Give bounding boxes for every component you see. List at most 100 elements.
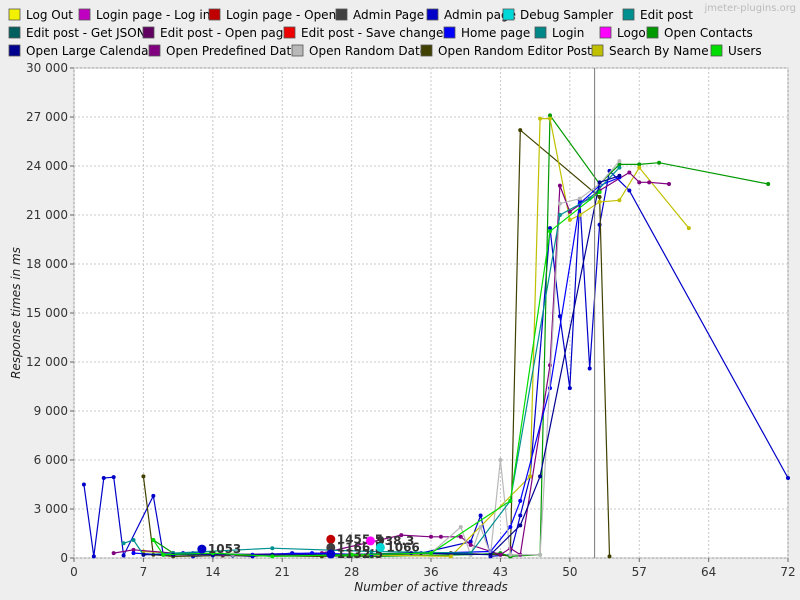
data-label-dot	[197, 544, 207, 554]
data-label-dot	[326, 534, 336, 544]
data-point	[151, 493, 156, 498]
data-point	[121, 553, 126, 558]
data-point	[597, 190, 602, 195]
data-point	[637, 180, 642, 185]
data-point	[518, 128, 523, 133]
data-point	[617, 165, 622, 170]
legend-item: Open Random Date	[291, 44, 427, 58]
data-point	[597, 195, 602, 200]
data-point	[528, 474, 533, 479]
legend-label: Open Predefined Date	[166, 44, 299, 58]
y-tick-label: 30 000	[26, 61, 68, 75]
legend-swatch	[599, 26, 612, 39]
data-point	[617, 173, 622, 178]
x-tick-label: 43	[493, 565, 508, 579]
legend-swatch	[420, 44, 433, 57]
data-point	[686, 226, 691, 231]
data-point	[438, 534, 443, 539]
data-point	[627, 188, 632, 193]
x-tick-label: 72	[780, 565, 795, 579]
x-tick-label: 36	[423, 565, 438, 579]
legend-swatch	[8, 44, 21, 57]
data-point	[557, 183, 562, 188]
x-tick-label: 64	[701, 565, 716, 579]
data-point	[310, 551, 314, 556]
y-tick-label: 3 000	[34, 502, 68, 516]
legend-item: Login page - Log in	[78, 8, 210, 22]
data-point	[548, 113, 552, 118]
legend-item: Edit post - Get JSON	[8, 26, 146, 40]
data-point	[478, 513, 483, 518]
data-point	[429, 534, 433, 539]
legend-label: Admin page	[444, 8, 516, 22]
data-label-dot	[365, 536, 375, 546]
data-point	[647, 180, 652, 185]
y-tick-label: 9 000	[34, 404, 68, 418]
data-point	[627, 170, 632, 175]
legend-item: Open Random Editor Post	[420, 44, 592, 58]
legend-label: Open Random Editor Post	[438, 44, 592, 58]
legend-item: Login page - Open	[208, 8, 336, 22]
legend-item: Debug Sampler	[502, 8, 613, 22]
legend-label: Login page - Log in	[96, 8, 210, 22]
legend-label: Login page - Open	[226, 8, 336, 22]
legend-item: Edit post - Save changes	[283, 26, 450, 40]
legend-swatch	[142, 26, 155, 39]
legend-label: Users	[728, 44, 762, 58]
data-point	[597, 199, 602, 204]
y-tick-label: 15 000	[26, 306, 68, 320]
legend-label: Edit post - Save changes	[301, 26, 450, 40]
data-point	[161, 552, 166, 557]
legend-swatch	[622, 8, 635, 21]
legend-swatch	[78, 8, 91, 21]
x-axis-label: Number of active threads	[354, 580, 508, 594]
data-point	[399, 533, 404, 538]
data-point	[270, 546, 275, 551]
data-point	[667, 181, 671, 186]
legend-swatch	[646, 26, 659, 39]
data-point	[488, 552, 493, 557]
legend-label: Edit post - Get JSON	[26, 26, 146, 40]
legend-item: Login	[534, 26, 584, 40]
legend-label: Search By Name	[609, 44, 709, 58]
data-point	[81, 482, 86, 487]
data-point	[538, 474, 543, 479]
data-point	[518, 513, 523, 518]
legend-swatch	[591, 44, 604, 57]
data-point	[111, 551, 116, 556]
legend-swatch	[148, 44, 161, 57]
legend-label: Home page	[461, 26, 530, 40]
data-point	[468, 539, 473, 544]
data-point	[458, 534, 463, 539]
x-tick-label: 57	[632, 565, 647, 579]
legend-swatch	[291, 44, 304, 57]
data-point	[508, 498, 513, 503]
legend-label: Log Out	[26, 8, 73, 22]
data-point	[567, 386, 572, 391]
data-point	[577, 196, 582, 201]
legend-swatch	[8, 8, 21, 21]
legend-swatch	[443, 26, 456, 39]
legend-label: Admin Page	[353, 8, 424, 22]
legend-swatch	[8, 26, 21, 39]
legend-swatch	[283, 26, 296, 39]
data-point	[597, 180, 602, 185]
data-point	[369, 549, 374, 554]
data-point	[518, 523, 523, 528]
data-point	[448, 554, 453, 559]
legend-swatch	[710, 44, 723, 57]
data-point	[657, 160, 662, 165]
data-point	[587, 366, 592, 371]
legend-item: Log Out	[8, 8, 73, 22]
data-point	[151, 538, 156, 543]
legend-swatch	[426, 8, 439, 21]
data-point	[617, 159, 622, 164]
data-label: 1132.5	[337, 547, 383, 561]
data-point	[349, 552, 354, 557]
legend-item: Edit post	[622, 8, 693, 22]
axes: 0 3 000 6 000 9 000 12 000 15 000 18 000 21 000…	[26, 61, 796, 579]
data-point	[617, 198, 622, 203]
data-point	[498, 458, 503, 462]
data-point	[131, 538, 136, 543]
